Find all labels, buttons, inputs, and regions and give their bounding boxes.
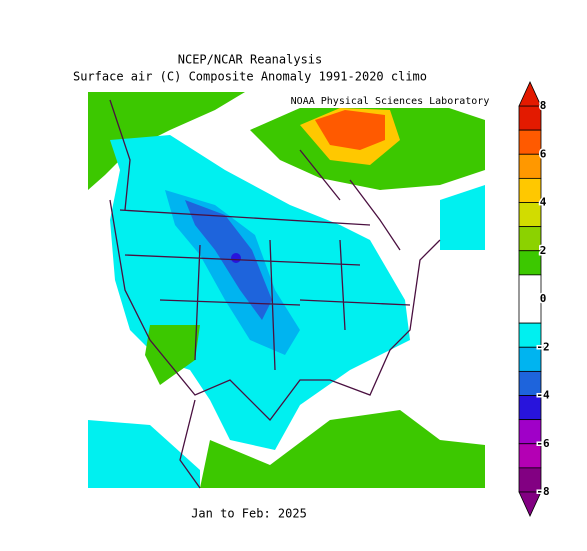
colorbar-tick-label: 0 xyxy=(540,292,547,305)
colorbar-tick-label: 8 xyxy=(540,99,547,112)
colorbar-band xyxy=(518,274,542,324)
colorbar-tick-label: 2 xyxy=(540,244,547,257)
credit-box xyxy=(298,94,482,108)
colorbar-band xyxy=(518,129,542,155)
warm-region xyxy=(145,325,200,385)
colorbar-band xyxy=(518,250,542,276)
map xyxy=(88,92,485,489)
colorbar-band xyxy=(518,202,542,228)
colorbar-band xyxy=(518,105,542,131)
colorbar-arrow-bottom xyxy=(518,491,542,517)
colorbar-band xyxy=(518,153,542,179)
cold-region xyxy=(440,185,485,250)
colorbar-band xyxy=(518,226,542,252)
warm-region xyxy=(200,410,485,488)
colorbar-arrow-top xyxy=(518,81,542,107)
colorbar-tick-label: -6 xyxy=(536,437,550,450)
coastlines xyxy=(109,99,401,489)
warm-region xyxy=(88,92,245,190)
colorbar-tick-label: 6 xyxy=(540,147,547,160)
subtitle: Surface air (C) Composite Anomaly 1991-2… xyxy=(73,70,427,84)
warmest-region xyxy=(315,110,385,150)
coldest-spot xyxy=(231,253,241,263)
borders xyxy=(109,199,441,421)
period: Jan to Feb: 2025 xyxy=(191,507,307,521)
credit: NOAA Physical Sciences Laboratory xyxy=(291,96,490,107)
colorbar-tick-label: -8 xyxy=(536,485,549,498)
colorbar-tick-label: 4 xyxy=(540,196,547,209)
colorbar-tick-label: -2 xyxy=(536,340,549,353)
cold-region xyxy=(88,420,200,488)
colorbar-band xyxy=(518,177,542,203)
colorbar-tick-label: -4 xyxy=(536,389,550,402)
title: NCEP/NCAR Reanalysis xyxy=(178,53,323,67)
